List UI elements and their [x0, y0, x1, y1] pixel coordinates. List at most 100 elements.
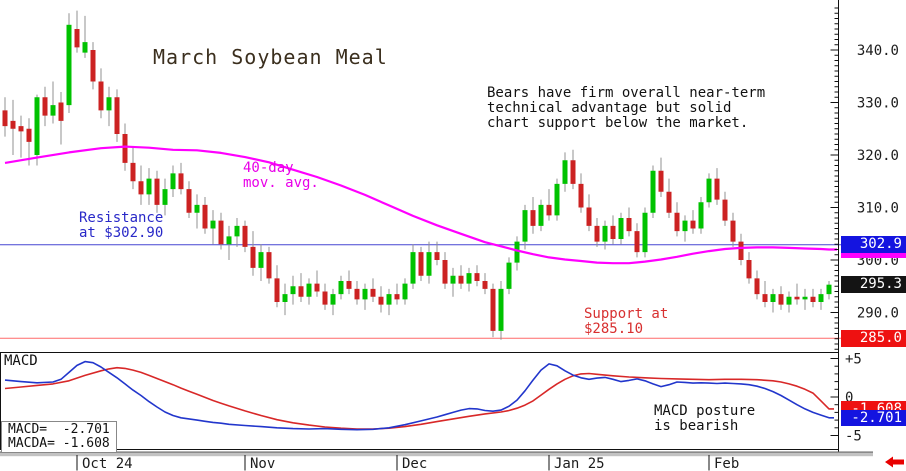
- candle-body: [314, 283, 320, 292]
- month-label: Nov: [250, 456, 275, 471]
- macd-panel-border: [0, 352, 839, 450]
- candle-body: [362, 288, 368, 300]
- candle-body: [402, 283, 408, 300]
- macd-readout-box: MACD= -2.701 MACDA= -1.608: [1, 421, 117, 453]
- candle-body: [322, 291, 328, 305]
- candle-body: [82, 42, 88, 53]
- candle-body: [610, 225, 616, 239]
- candle-body: [394, 294, 400, 300]
- candle-body: [250, 246, 256, 268]
- date-axis-bar: [0, 452, 873, 457]
- candle-body: [410, 252, 416, 284]
- month-label: Dec: [402, 456, 427, 471]
- candle-body: [754, 278, 760, 295]
- latest-arrow-icon: [885, 456, 904, 468]
- candle-body: [778, 294, 784, 305]
- candle-body: [298, 286, 304, 297]
- candle-body: [642, 212, 648, 253]
- candle-body: [802, 296, 808, 300]
- candle-body: [90, 50, 96, 82]
- candle-body: [106, 97, 112, 111]
- ma40-line: [4, 145, 837, 265]
- candle-body: [618, 218, 624, 239]
- macd-signal-line: [4, 366, 834, 430]
- candle-body: [418, 252, 424, 276]
- candle-body: [658, 170, 664, 192]
- macd-line: [4, 360, 834, 431]
- candle-body: [762, 294, 768, 302]
- chart-title: March Soybean Meal: [153, 45, 388, 69]
- candle-body: [378, 296, 384, 305]
- candle-body: [426, 252, 432, 276]
- candle-body: [738, 241, 744, 260]
- ma-value-strip: [841, 253, 906, 258]
- candle-body: [290, 286, 296, 295]
- date-axis-bar-edge: [0, 451, 873, 453]
- candle-body: [154, 178, 160, 205]
- candle-body: [194, 204, 200, 213]
- candle-body: [42, 97, 48, 116]
- candle-body: [770, 294, 776, 302]
- candle-body: [826, 284, 832, 295]
- candle-body: [282, 294, 288, 302]
- candle-body: [162, 189, 168, 205]
- candle-body: [594, 225, 600, 242]
- candle-body: [530, 210, 536, 226]
- price-axis-tick-label: 290.0: [857, 306, 899, 322]
- candle-body: [730, 220, 736, 242]
- candle-body: [178, 173, 184, 190]
- candle-body: [490, 288, 496, 331]
- candle-body: [650, 170, 656, 213]
- price-axis-tick-label: 340.0: [857, 43, 899, 59]
- candle-body: [146, 178, 152, 195]
- candle-body: [258, 252, 264, 268]
- candle-body: [274, 278, 280, 302]
- candle-body: [34, 97, 40, 155]
- candle-body: [386, 294, 392, 305]
- candle-body: [722, 199, 728, 221]
- price-axis-tick-label: 310.0: [857, 201, 899, 217]
- candle-body: [466, 273, 472, 284]
- candle-body: [98, 81, 104, 111]
- candle-body: [538, 204, 544, 226]
- candle-body: [74, 29, 80, 48]
- price-axis-tick-label: 320.0: [857, 148, 899, 164]
- candle-body: [346, 281, 352, 289]
- candle-body: [266, 252, 272, 279]
- candle-body: [170, 173, 176, 190]
- macd-axis-tick-label: +5: [845, 352, 862, 368]
- candle-body: [674, 212, 680, 232]
- candle-body: [306, 283, 312, 297]
- candle-body: [634, 231, 640, 253]
- candle-body: [714, 178, 720, 200]
- candle-body: [626, 218, 632, 232]
- candle-body: [186, 189, 192, 213]
- candle-body: [26, 128, 32, 142]
- candle-body: [458, 275, 464, 284]
- candle-body: [810, 296, 816, 302]
- candle-body: [226, 236, 232, 245]
- macd-axis-tick-label: 0: [845, 390, 853, 406]
- candle-body: [114, 97, 120, 134]
- macd-box-macd: -2.701: [841, 410, 906, 426]
- candle-body: [18, 126, 24, 132]
- candle-body: [130, 162, 136, 182]
- candle-body: [506, 262, 512, 289]
- candle-body: [354, 288, 360, 300]
- candle-body: [586, 207, 592, 226]
- moving-average-label: 40-day mov. avg.: [243, 160, 319, 191]
- price-box-support: 285.0: [841, 330, 906, 347]
- candle-body: [602, 225, 608, 242]
- candle-body: [338, 281, 344, 295]
- resistance-label: Resistance at $302.90: [79, 210, 164, 241]
- candle-body: [242, 225, 248, 247]
- candle-body: [698, 202, 704, 229]
- price-box-resistance: 302.9: [841, 236, 906, 253]
- month-label: Jan 25: [554, 456, 605, 471]
- candle-body: [66, 24, 72, 106]
- candle-body: [746, 260, 752, 279]
- candle-body: [514, 241, 520, 263]
- candle-body: [666, 191, 672, 213]
- candle-body: [450, 275, 456, 284]
